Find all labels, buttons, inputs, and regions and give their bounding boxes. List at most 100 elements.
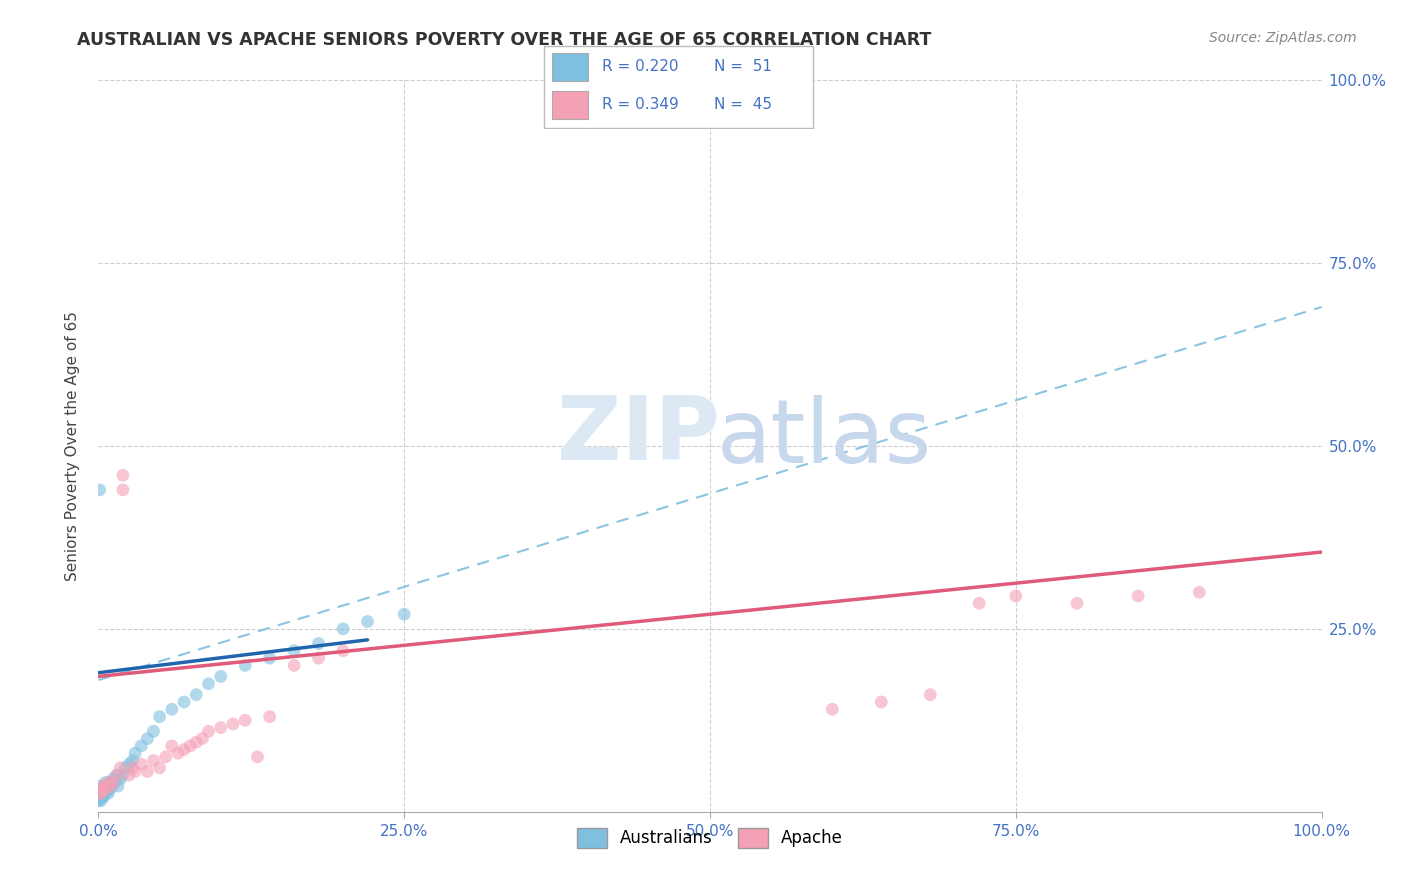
Point [136, 731, 159, 746]
Point [91, 782, 114, 797]
Point [87, 779, 110, 793]
Text: R = 0.349: R = 0.349 [602, 97, 678, 112]
Point [283, 658, 305, 673]
Point [197, 724, 219, 739]
Point [149, 761, 172, 775]
Point [124, 746, 146, 760]
Point [94, 775, 117, 789]
Point [87, 787, 110, 801]
Point [124, 764, 146, 779]
Point [91, 787, 114, 801]
Point [111, 768, 134, 782]
FancyBboxPatch shape [544, 46, 813, 128]
Point [155, 749, 177, 764]
Point [111, 468, 134, 483]
Point [90, 782, 112, 797]
Point [100, 775, 122, 789]
Point [98, 782, 121, 797]
Point [94, 782, 117, 797]
Point [149, 709, 172, 723]
Point [136, 764, 159, 779]
Text: R = 0.220: R = 0.220 [602, 59, 678, 74]
Point [105, 768, 128, 782]
Point [110, 772, 132, 786]
Point [110, 761, 132, 775]
Point [90, 787, 112, 801]
Point [93, 779, 115, 793]
Text: AUSTRALIAN VS APACHE SENIORS POVERTY OVER THE AGE OF 65 CORRELATION CHART: AUSTRALIAN VS APACHE SENIORS POVERTY OVE… [77, 31, 932, 49]
Point [197, 676, 219, 690]
Text: atlas: atlas [716, 395, 931, 483]
Bar [553, 54, 588, 81]
Point [160, 702, 183, 716]
Point [129, 757, 152, 772]
Point [356, 615, 378, 629]
Point [186, 688, 208, 702]
Point [89, 782, 111, 797]
Point [209, 721, 232, 735]
Point [103, 775, 125, 789]
Point [308, 651, 330, 665]
Point [105, 768, 128, 782]
Point [87, 794, 110, 808]
Point [87, 787, 110, 801]
Text: Source: ZipAtlas.com: Source: ZipAtlas.com [1209, 31, 1357, 45]
Point [920, 688, 942, 702]
Point [89, 483, 111, 497]
Point [94, 779, 117, 793]
Point [870, 695, 893, 709]
Point [332, 644, 354, 658]
Point [191, 731, 214, 746]
Point [101, 779, 124, 793]
Point [87, 782, 110, 797]
Point [97, 787, 120, 801]
Point [1128, 589, 1150, 603]
Point [91, 782, 114, 797]
Point [91, 790, 114, 805]
Y-axis label: Seniors Poverty Over the Age of 65: Seniors Poverty Over the Age of 65 [65, 311, 80, 581]
Point [186, 735, 208, 749]
Point [222, 717, 245, 731]
Point [246, 749, 269, 764]
Text: ZIP: ZIP [557, 392, 720, 478]
Point [259, 651, 281, 665]
Point [142, 754, 165, 768]
Point [173, 695, 195, 709]
Point [283, 644, 305, 658]
Point [114, 761, 136, 775]
Point [173, 742, 195, 756]
Point [821, 702, 844, 716]
Point [332, 622, 354, 636]
Point [97, 775, 120, 789]
Point [91, 779, 114, 793]
Point [101, 775, 124, 789]
Point [233, 658, 256, 673]
Point [259, 709, 281, 723]
Point [93, 782, 115, 797]
Point [121, 761, 143, 775]
Point [1066, 596, 1088, 610]
Point [93, 787, 115, 801]
Point [160, 739, 183, 753]
Point [392, 607, 416, 622]
Point [107, 779, 129, 793]
Point [101, 772, 124, 786]
Point [89, 789, 111, 803]
Point [179, 739, 201, 753]
Point [91, 790, 114, 805]
Point [308, 636, 330, 650]
Point [118, 768, 141, 782]
Text: N =  45: N = 45 [714, 97, 772, 112]
Point [100, 779, 122, 793]
Point [142, 724, 165, 739]
Legend: Australians, Apache: Australians, Apache [571, 821, 849, 855]
Point [967, 596, 990, 610]
Point [1004, 589, 1026, 603]
Point [87, 790, 110, 805]
Point [90, 794, 112, 808]
Point [111, 483, 134, 497]
Point [1188, 585, 1211, 599]
Point [129, 739, 152, 753]
Point [209, 669, 232, 683]
Point [97, 779, 120, 793]
